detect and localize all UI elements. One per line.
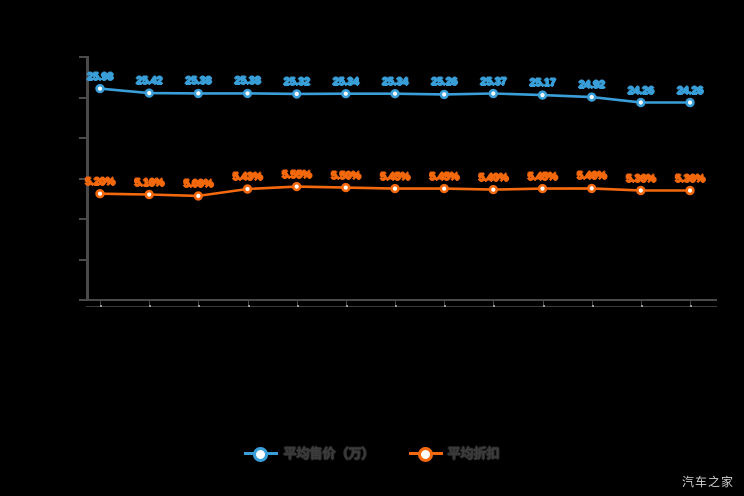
data-point-marker[interactable] bbox=[439, 183, 449, 194]
data-point-marker[interactable] bbox=[341, 182, 351, 193]
x-axis-tick-dot bbox=[641, 305, 643, 307]
data-point-label: 5.09% bbox=[183, 177, 214, 190]
data-point-marker[interactable] bbox=[685, 97, 695, 108]
data-point-label: 25.38 bbox=[234, 75, 261, 88]
data-point-label: 25.34 bbox=[381, 75, 409, 88]
data-point-marker[interactable] bbox=[341, 88, 351, 99]
data-point-marker[interactable] bbox=[193, 191, 204, 201]
x-axis-tick bbox=[297, 301, 298, 307]
data-point-marker[interactable] bbox=[537, 90, 548, 100]
data-point-marker[interactable] bbox=[242, 184, 253, 194]
y-axis-tick bbox=[79, 96, 86, 99]
data-point-label: 25.37 bbox=[480, 75, 507, 88]
y-axis-tick bbox=[79, 218, 86, 220]
data-point-label: 25.17 bbox=[529, 77, 556, 90]
data-point-label: 5.40% bbox=[478, 171, 509, 184]
x-axis-tick bbox=[248, 301, 249, 307]
data-point-marker[interactable] bbox=[636, 97, 646, 108]
data-point-label: 24.26 bbox=[676, 84, 704, 97]
data-point-label: 24.92 bbox=[578, 79, 605, 92]
data-point-marker[interactable] bbox=[292, 89, 302, 99]
x-axis-tick-dot bbox=[100, 305, 102, 307]
chart-legend: 平均售价（万） 平均折扣 bbox=[0, 443, 744, 462]
data-point-label: 25.32 bbox=[283, 75, 310, 88]
legend-item-label: 平均售价（万） bbox=[283, 446, 375, 461]
data-point-marker[interactable] bbox=[636, 185, 646, 196]
watermark: 汽车之家 bbox=[681, 475, 734, 489]
x-axis-tick bbox=[346, 301, 347, 307]
x-axis-tick bbox=[395, 301, 396, 307]
data-point-label: 5.45% bbox=[527, 170, 558, 183]
x-axis-tick-dot bbox=[198, 305, 200, 307]
x-axis-tick-dot bbox=[149, 305, 151, 307]
x-axis-tick-dot bbox=[493, 305, 495, 307]
data-point-label: 5.50% bbox=[330, 169, 361, 182]
data-point-label: 25.98 bbox=[86, 70, 114, 83]
y-axis-tick bbox=[79, 137, 86, 139]
x-axis-tick-dot bbox=[395, 305, 397, 307]
data-point-label: 5.16% bbox=[134, 176, 165, 189]
data-point-label: 5.46% bbox=[576, 170, 607, 183]
data-point-label: 24.26 bbox=[627, 84, 654, 97]
data-point-marker[interactable] bbox=[242, 88, 253, 99]
x-axis-tick-dot bbox=[346, 305, 348, 307]
x-axis-tick bbox=[444, 301, 445, 307]
data-point-marker[interactable] bbox=[95, 83, 105, 94]
data-point-label: 5.45% bbox=[380, 170, 410, 183]
data-point-marker[interactable] bbox=[488, 184, 498, 195]
data-point-label: 5.55% bbox=[281, 168, 312, 181]
data-point-marker[interactable] bbox=[685, 185, 695, 196]
x-axis-baseline bbox=[86, 306, 717, 307]
data-point-marker[interactable] bbox=[95, 189, 105, 199]
x-axis-tick bbox=[641, 301, 642, 307]
data-point-label: 25.26 bbox=[431, 76, 458, 89]
data-point-marker[interactable] bbox=[390, 183, 400, 194]
legend-item-label: 平均折扣 bbox=[447, 446, 500, 461]
data-point-marker[interactable] bbox=[488, 88, 498, 99]
y-axis-tick bbox=[79, 56, 86, 58]
x-axis-tick bbox=[100, 301, 101, 307]
data-point-marker[interactable] bbox=[144, 88, 154, 98]
x-axis-tick bbox=[690, 301, 691, 307]
data-point-marker[interactable] bbox=[144, 189, 154, 200]
data-point-label: 5.45% bbox=[429, 170, 460, 183]
x-axis-tick bbox=[543, 301, 544, 307]
y-axis-tick bbox=[79, 177, 86, 180]
y-axis bbox=[86, 56, 89, 300]
data-point-marker[interactable] bbox=[390, 88, 400, 99]
data-point-label: 25.42 bbox=[136, 75, 163, 88]
x-axis-tick-dot bbox=[248, 305, 250, 307]
x-axis-tick-dot bbox=[543, 305, 545, 307]
legend-marker-icon bbox=[408, 446, 443, 462]
x-axis-tick bbox=[493, 301, 494, 307]
data-point-marker[interactable] bbox=[537, 183, 548, 194]
data-point-marker[interactable] bbox=[586, 92, 597, 102]
x-axis-tick-dot bbox=[297, 305, 299, 307]
data-point-marker[interactable] bbox=[193, 88, 204, 99]
x-axis-tick bbox=[592, 301, 593, 307]
data-point-marker[interactable] bbox=[292, 181, 302, 192]
y-axis-tick bbox=[79, 258, 86, 261]
data-point-label: 5.43% bbox=[232, 171, 263, 183]
data-point-label: 25.34 bbox=[332, 75, 359, 88]
x-axis-tick bbox=[149, 301, 150, 307]
x-axis-tick bbox=[198, 301, 199, 307]
data-point-marker[interactable] bbox=[439, 89, 449, 100]
legend-item-average-price[interactable]: 平均售价（万） bbox=[244, 443, 375, 462]
x-axis-tick-dot bbox=[592, 305, 594, 307]
x-axis-tick-dot bbox=[690, 305, 692, 307]
y-axis-tick bbox=[79, 299, 86, 301]
legend-item-average-discount[interactable]: 平均折扣 bbox=[408, 443, 500, 462]
data-point-label: 5.36% bbox=[675, 172, 705, 185]
data-point-label: 5.20% bbox=[85, 175, 115, 188]
data-point-label: 25.38 bbox=[185, 75, 212, 88]
data-point-marker[interactable] bbox=[586, 183, 597, 194]
legend-marker-icon bbox=[244, 446, 279, 462]
x-axis bbox=[86, 299, 717, 301]
data-point-label: 5.36% bbox=[625, 172, 656, 185]
x-axis-tick-dot bbox=[444, 305, 446, 307]
